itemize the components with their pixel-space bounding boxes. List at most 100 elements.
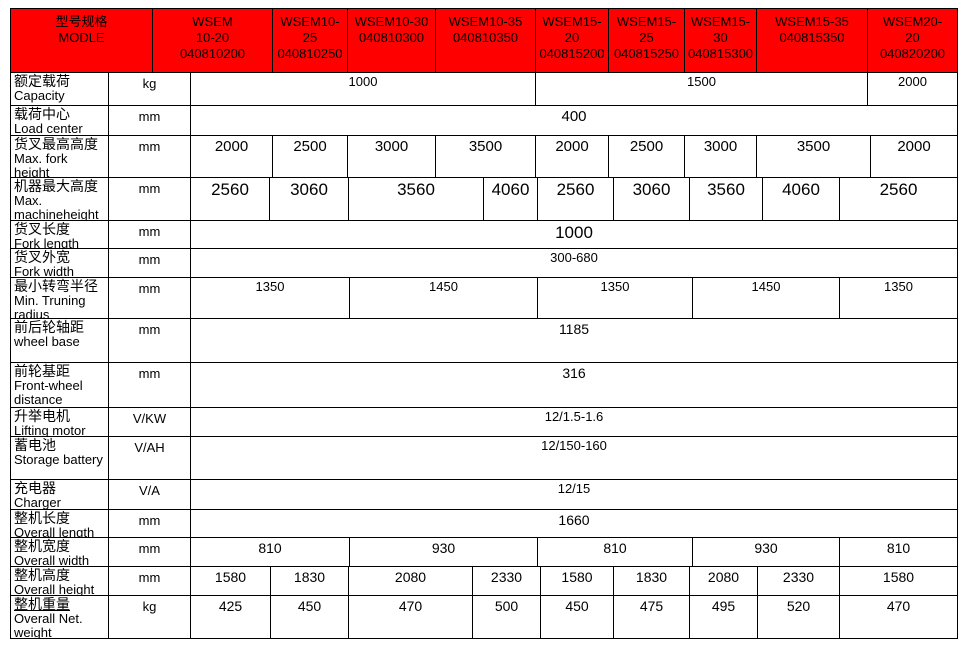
value-cell-turning_radius-4: 1450 <box>693 278 840 319</box>
value-cell-fork_width-1: 300-680 <box>191 249 958 278</box>
value-cell-fork_length-1: 1000 <box>191 221 958 249</box>
header-line: MODLE <box>58 30 105 45</box>
spec-row-overall_height: 整机高度 Overall height mm 1580 1830 2080 2330 1580… <box>11 567 958 596</box>
value-cell-machine_height-9: 2560 <box>840 178 958 221</box>
value-cell-machine_height-1: 2560 <box>191 178 270 221</box>
row-label-lifting_motor: 升举电机 Lifting motor <box>11 408 109 437</box>
row-label-en: Load center <box>14 121 83 136</box>
header-line: 10-20 <box>195 30 230 45</box>
value-cell-net_weight-1: 425 <box>191 596 271 639</box>
value-cell-battery-1: 12/150-160 <box>191 437 958 480</box>
row-label-capacity: 额定载荷 Capacity <box>11 73 109 106</box>
spec-row-charger: 充电器 Charger V/A 12/15 <box>11 480 958 510</box>
row-unit-overall_length: mm <box>109 510 191 538</box>
header-line: WSEM15- <box>542 14 602 29</box>
header-line: WSEM15- <box>690 14 751 29</box>
value-cell-overall_height-6: 1830 <box>614 567 690 596</box>
header-line: 040820200 <box>879 46 946 61</box>
row-label-cn: 载荷中心 <box>14 106 70 122</box>
value-cell-machine_height-7: 3560 <box>690 178 763 221</box>
header-cell-model-wsem15-25: WSEM15- 25 040815250 <box>609 9 685 73</box>
value-cell-fork_height-6: 2500 <box>609 136 685 178</box>
header-line: 25 <box>639 30 654 45</box>
row-label-en: Charger <box>14 495 61 510</box>
header-cell-model-wsem15-30: WSEM15- 30 040815300 <box>685 9 757 73</box>
row-label-cn: 升举电机 <box>14 408 70 424</box>
header-line: WSEM15- <box>616 14 677 29</box>
spec-row-fork_length: 货叉长度 Fork length mm 1000 <box>11 221 958 249</box>
value-cell-machine_height-2: 3060 <box>270 178 349 221</box>
spec-row-fork_height: 货叉最高高度 Max. fork height mm 2000 2500 3000 3500… <box>11 136 958 178</box>
spec-row-turning_radius: 最小转弯半径 Min. Truning radius mm 1350 1450 1350 1… <box>11 278 958 319</box>
header-line: 30 <box>713 30 728 45</box>
spec-row-overall_width: 整机宽度 Overall width mm 810 930 810 930 810 <box>11 538 958 567</box>
row-label-cn: 货叉外宽 <box>14 249 70 265</box>
header-cell-model-wsem15-20: WSEM15- 20 040815200 <box>536 9 609 73</box>
header-line: WSEM10-35 <box>448 14 523 29</box>
row-label-en: Max. machineheight <box>14 193 99 221</box>
value-cell-lifting_motor-1: 12/1.5-1.6 <box>191 408 958 437</box>
value-cell-capacity-3: 2000 <box>868 73 958 106</box>
row-label-cn: 整机高度 <box>14 567 70 583</box>
value-cell-net_weight-5: 450 <box>541 596 614 639</box>
value-cell-overall_width-5: 810 <box>840 538 958 567</box>
value-cell-overall_height-8: 2330 <box>758 567 840 596</box>
value-cell-net_weight-3: 470 <box>349 596 473 639</box>
header-cell-model-title: 型号规格 MODLE <box>11 9 153 73</box>
value-cell-fork_height-8: 3500 <box>757 136 871 178</box>
row-unit-load_center: mm <box>109 106 191 136</box>
row-label-en: Storage battery <box>14 452 103 467</box>
row-unit-front_wheel: mm <box>109 363 191 408</box>
row-label-en: Max. fork height <box>14 151 68 178</box>
header-line: WSEM20- <box>882 14 943 29</box>
value-cell-turning_radius-5: 1350 <box>840 278 958 319</box>
header-line: WSEM10- <box>280 14 340 29</box>
value-cell-overall_height-5: 1580 <box>541 567 614 596</box>
row-unit-overall_width: mm <box>109 538 191 567</box>
value-cell-overall_width-4: 930 <box>693 538 840 567</box>
header-line: 20 <box>564 30 580 45</box>
value-cell-overall_height-3: 2080 <box>349 567 473 596</box>
row-unit-capacity: kg <box>109 73 191 106</box>
row-unit-machine_height: mm <box>109 178 191 221</box>
row-label-cn: 机器最大高度 <box>14 178 98 194</box>
spec-row-battery: 蓄电池 Storage battery V/AH 12/150-160 <box>11 437 958 480</box>
row-unit-wheel_base: mm <box>109 319 191 363</box>
header-cell-model-wsem10-20: WSEM 10-20 040810200 <box>153 9 273 73</box>
row-label-en: Overall height <box>14 582 95 596</box>
row-label-cn: 最小转弯半径 <box>14 278 98 294</box>
header-line: 040815300 <box>687 46 754 61</box>
value-cell-load_center-1: 400 <box>191 106 958 136</box>
value-cell-capacity-2: 1500 <box>536 73 868 106</box>
header-line: 040815350 <box>779 30 845 45</box>
header-line: 型号规格 <box>55 14 108 29</box>
row-label-turning_radius: 最小转弯半径 Min. Truning radius <box>11 278 109 319</box>
spec-row-front_wheel: 前轮基距 Front-wheel distance mm 316 <box>11 363 958 408</box>
row-unit-net_weight: kg <box>109 596 191 639</box>
value-cell-charger-1: 12/15 <box>191 480 958 510</box>
row-unit-lifting_motor: V/KW <box>109 408 191 437</box>
spec-row-fork_width: 货叉外宽 Fork width mm 300-680 <box>11 249 958 278</box>
spec-row-net_weight: 整机重量 Overall Net. weight kg 425 450 470 500 450… <box>11 596 958 639</box>
value-cell-machine_height-5: 2560 <box>538 178 614 221</box>
header-cell-model-wsem10-30: WSEM10-30 040810300 <box>348 9 436 73</box>
row-label-en: Fork width <box>14 264 74 278</box>
value-cell-overall_width-1: 810 <box>191 538 350 567</box>
value-cell-fork_height-5: 2000 <box>536 136 609 178</box>
value-cell-overall_height-1: 1580 <box>191 567 271 596</box>
spec-row-machine_height: 机器最大高度 Max. machineheight mm 2560 3060 3560 40… <box>11 178 958 221</box>
row-label-charger: 充电器 Charger <box>11 480 109 510</box>
spec-row-overall_length: 整机长度 Overall length mm 1660 <box>11 510 958 538</box>
value-cell-net_weight-9: 470 <box>840 596 958 639</box>
header-line: WSEM10-30 <box>354 14 429 29</box>
header-line: 25 <box>302 30 318 45</box>
value-cell-machine_height-8: 4060 <box>763 178 840 221</box>
value-cell-overall_height-4: 2330 <box>473 567 541 596</box>
row-label-load_center: 载荷中心 Load center <box>11 106 109 136</box>
value-cell-front_wheel-1: 316 <box>191 363 958 408</box>
row-unit-turning_radius: mm <box>109 278 191 319</box>
row-label-en: Fork length <box>14 236 80 249</box>
row-label-cn: 整机宽度 <box>14 538 70 554</box>
row-label-cn: 整机长度 <box>14 510 70 526</box>
row-label-fork_width: 货叉外宽 Fork width <box>11 249 109 278</box>
